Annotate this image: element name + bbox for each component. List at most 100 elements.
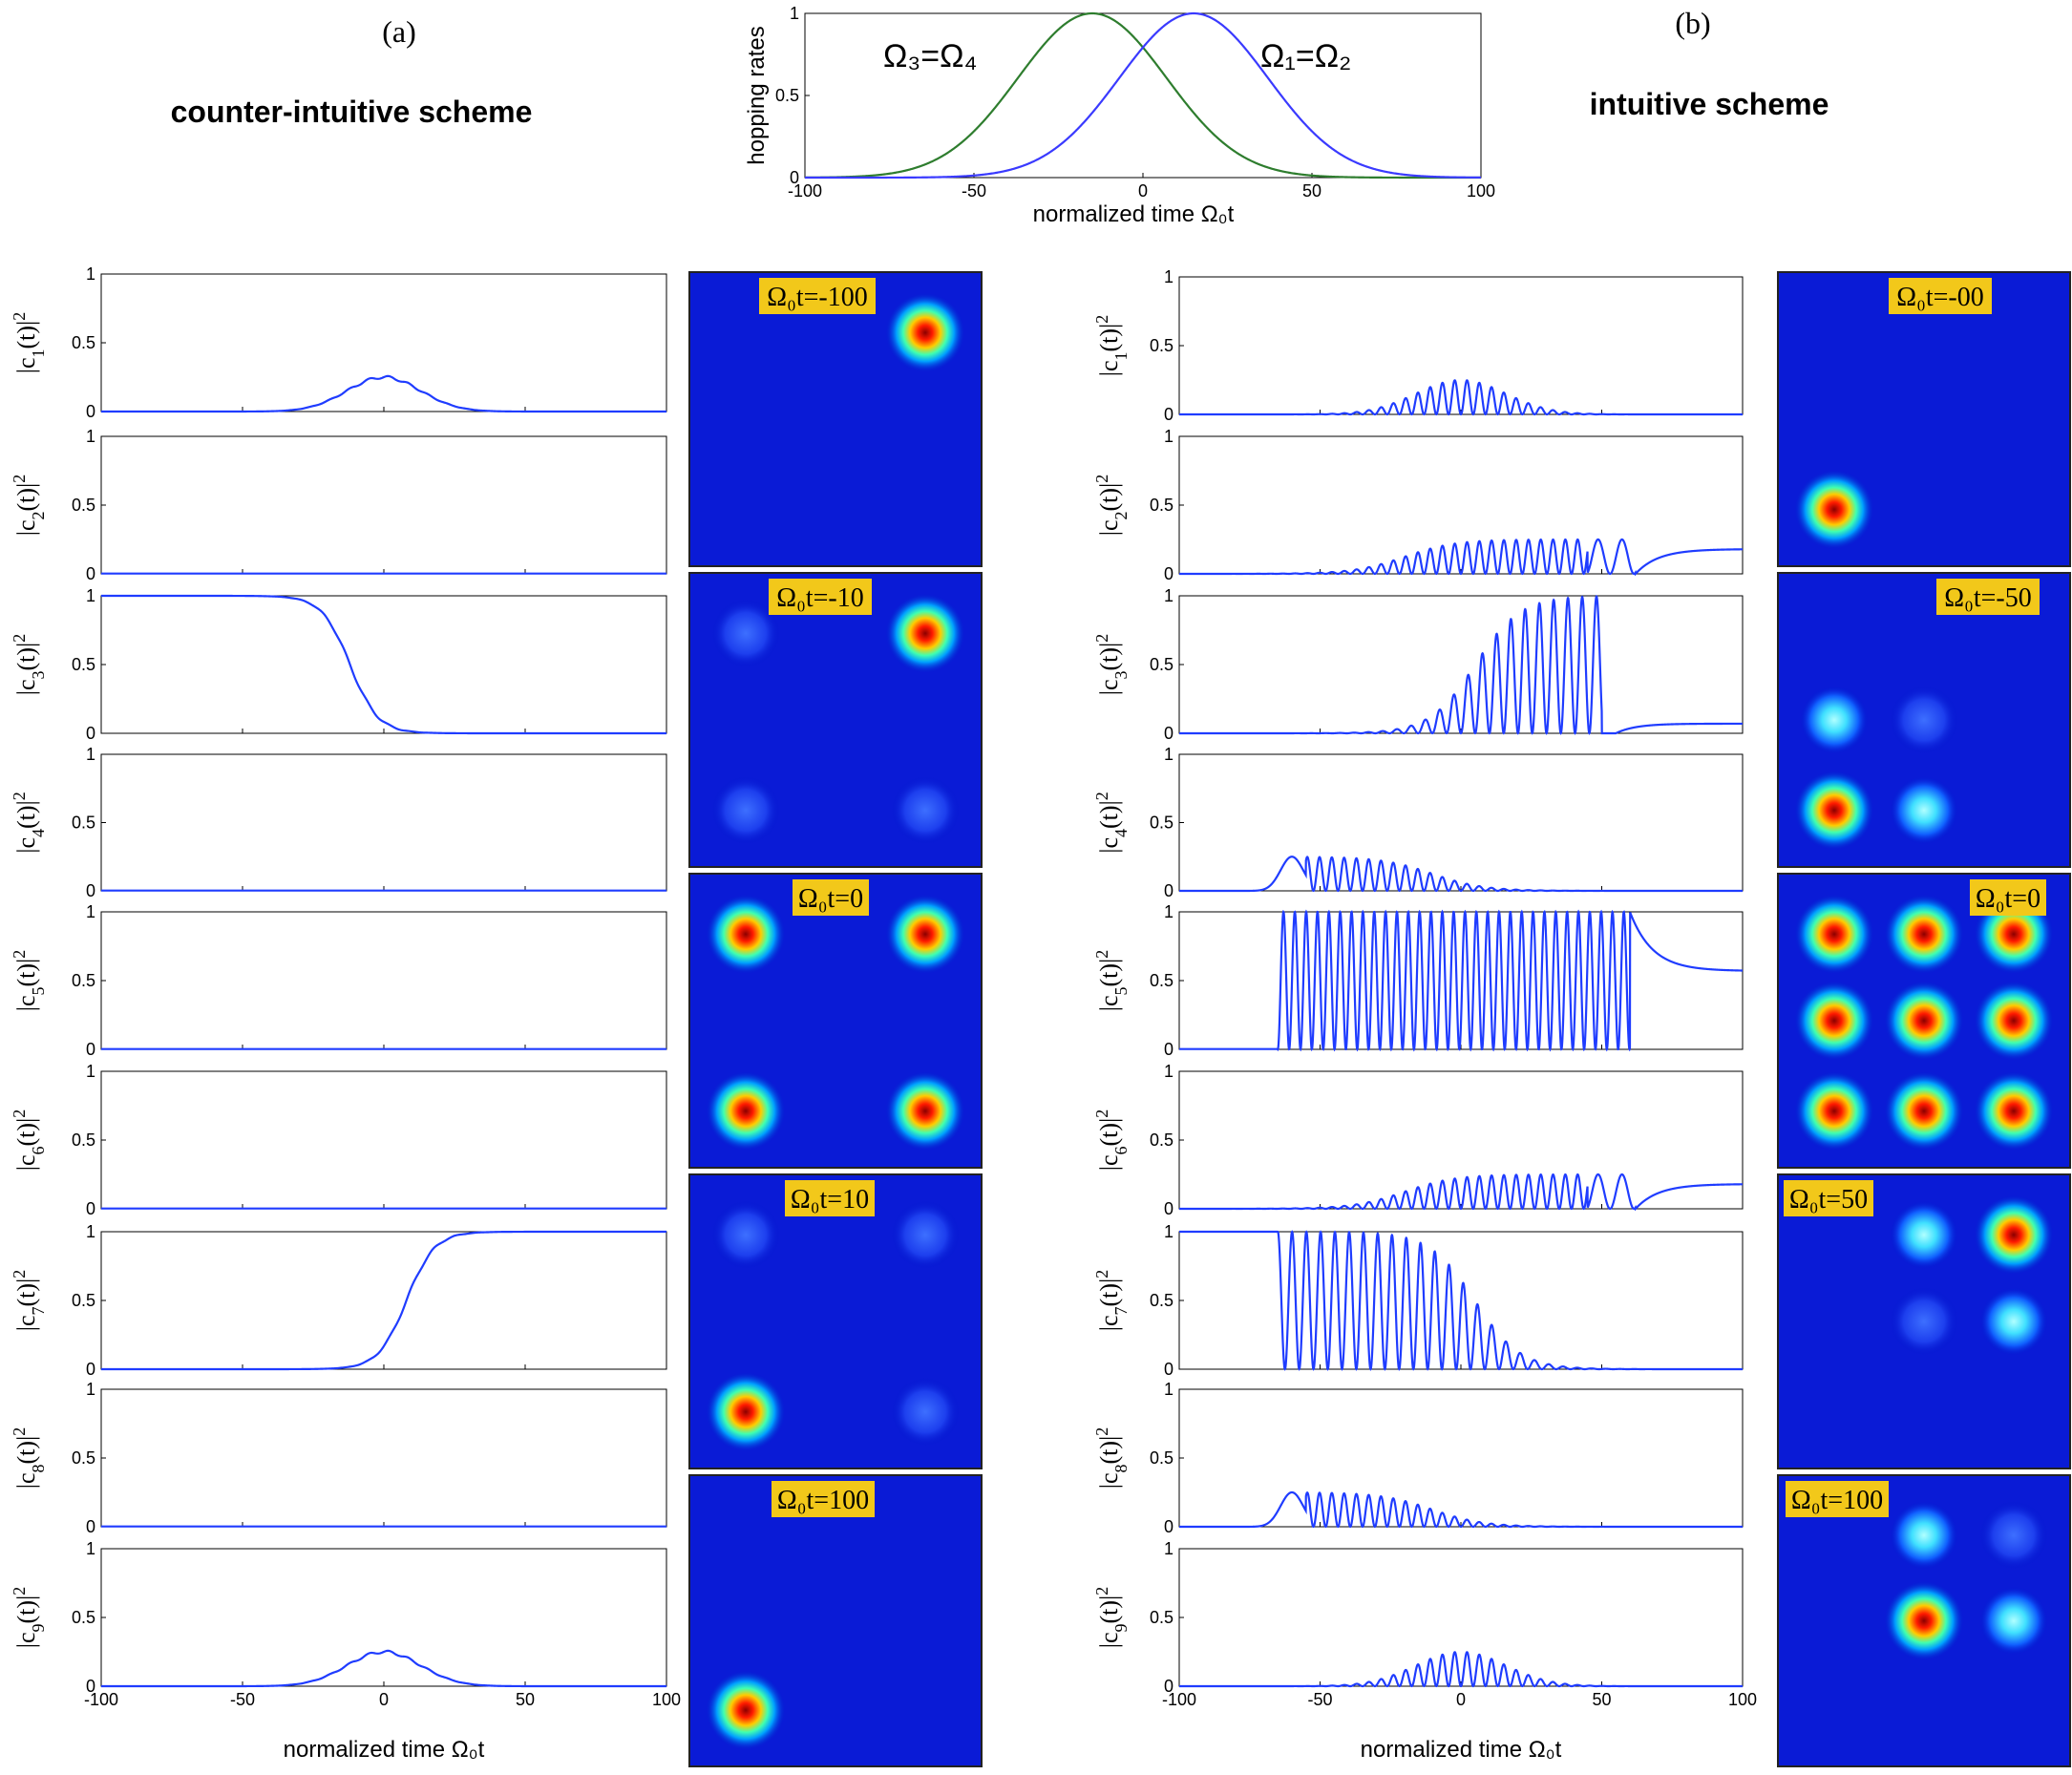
a-curve-c1 (101, 374, 666, 413)
b-plot-c9-ytick-label: 0.5 (1150, 1608, 1173, 1627)
top-ylabel: hopping rates (744, 26, 770, 164)
b-time-label: Ω₀t=-00 (1896, 283, 1983, 312)
b-plot-c6-ytick-label: 0 (1164, 1199, 1173, 1218)
b-density-spot (1890, 1287, 1958, 1356)
b-plot-c9-xtick-label: 100 (1728, 1690, 1757, 1709)
a-plot-c1-ytick-label: 1 (86, 264, 95, 284)
b-xlabel: normalized time Ω₀t (1361, 1737, 1562, 1763)
top-chart-ytick-label: 0 (790, 168, 799, 187)
a-time-badge (769, 579, 872, 615)
a-plot-c9-ytick-label: 0 (86, 1677, 95, 1696)
b-density-spot (1794, 894, 1874, 975)
a-plot-c3-frame (100, 595, 667, 734)
b-plot-c5-ytick-label: 0.5 (1150, 971, 1173, 990)
b-density-spot (1974, 1070, 2054, 1152)
b-plot-c1: 00.51 (1150, 267, 1744, 424)
b-plot-c2-ytick-label: 1 (1164, 427, 1173, 446)
a-ylabel-c4: |c4(t)|2 (10, 792, 48, 854)
a-plot-c8-ytick-label: 0.5 (72, 1448, 95, 1468)
top-chart-xtick-label: -100 (788, 181, 822, 201)
a-plot-c9-xtick-label: -50 (230, 1690, 255, 1709)
top-hopping-rates-chart: 0 0.5 1 -100 -50 0 50 100 hopping rates normalize… (744, 4, 1495, 227)
a-snapshot-4: Ω₀t=100 (688, 1474, 983, 1767)
top-xlabel: normalized time Ω₀t (1033, 201, 1235, 227)
a-curve-c9 (101, 1649, 666, 1688)
a-time-label: Ω₀t=-100 (767, 283, 867, 312)
a-plot-c9-xtick-label: 50 (516, 1690, 535, 1709)
b-plot-c3-frame (1178, 595, 1744, 734)
a-plot-c9-frame (100, 1548, 667, 1687)
a-time-badge (785, 1180, 875, 1216)
b-density-spot (1974, 981, 2054, 1061)
a-curve-c7 (101, 1230, 666, 1371)
b-ylabel-c3: |c3(t)|2 (1092, 634, 1131, 696)
b-plot-c7: 00.51 (1150, 1222, 1744, 1379)
a-plot-c8: 00.51 (72, 1380, 667, 1536)
b-time-label: Ω₀t=0 (1976, 884, 2040, 914)
a-plot-c5: 00.51 (72, 902, 667, 1059)
b-curve-c5 (1179, 909, 1743, 1052)
b-curve-c6 (1179, 1173, 1744, 1212)
panel-label-a: (a) (382, 14, 416, 49)
b-density-spot (1884, 981, 1964, 1061)
a-plot-c1-frame (100, 273, 667, 412)
b-plot-c9-frame (1178, 1548, 1744, 1687)
a-density-spot (885, 894, 965, 975)
panel-label-b: (b) (1675, 6, 1710, 40)
b-curve-c4 (1179, 856, 1743, 893)
top-chart-ytick-label: 0.5 (775, 86, 799, 105)
b-curve-c9 (1179, 1651, 1743, 1688)
a-ylabel-c5: |c5(t)|2 (10, 950, 48, 1012)
a-density-spot (885, 593, 965, 674)
a-plot-c4: 00.51 (72, 745, 667, 900)
b-plot-c3-ytick-label: 0.5 (1150, 655, 1173, 674)
a-plot-c4-ytick-label: 0.5 (72, 814, 95, 833)
b-plot-c5-ytick-label: 1 (1164, 902, 1173, 921)
b-plot-c3: 00.51 (1150, 586, 1744, 743)
b-density-spot (1794, 1070, 1874, 1152)
a-plot-c1-ytick-label: 0.5 (72, 333, 95, 352)
a-ylabel-c7: |c7(t)|2 (10, 1270, 48, 1332)
a-plot-c2-ytick-label: 1 (86, 427, 95, 446)
b-density-spot (1800, 686, 1869, 754)
b-density-spot (1974, 1194, 2054, 1276)
a-density-spot (891, 775, 960, 845)
a-plot-c7: 00.51 (72, 1222, 667, 1379)
a-plot-c9-ytick-label: 0.5 (72, 1608, 95, 1627)
a-plot-c3: 00.51 (72, 586, 667, 743)
b-plot-c4-ytick-label: 0 (1164, 881, 1173, 900)
b-plot-c2-ytick-label: 0.5 (1150, 496, 1173, 515)
b-snapshot-3: Ω₀t=50 (1777, 1173, 2071, 1469)
legend-omega12: Ω₁=Ω₂ (1260, 38, 1351, 74)
a-snapshot-0: Ω₀t=-100 (688, 271, 983, 567)
b-plot-c9-xtick-label: 0 (1456, 1690, 1466, 1709)
a-plot-c4-ytick-label: 1 (86, 745, 95, 764)
a-density-spot (706, 1070, 786, 1152)
legend-omega34: Ω₃=Ω₄ (883, 38, 977, 74)
b-plot-c3-ytick-label: 0 (1164, 724, 1173, 743)
series-line-omega12 (805, 11, 1481, 180)
a-ylabel-c9: |c9(t)|2 (10, 1587, 48, 1649)
b-curve-c2 (1179, 538, 1744, 577)
b-density-spot (1890, 1500, 1958, 1570)
b-density-spot (1890, 1200, 1958, 1270)
a-plot-c2-ytick-label: 0 (86, 564, 95, 583)
b-plot-c4-frame (1178, 753, 1744, 892)
b-time-badge (1936, 579, 2040, 615)
b-plot-c4-ytick-label: 0.5 (1150, 814, 1173, 833)
a-ylabel-c1: |c1(t)|2 (10, 312, 48, 374)
a-density-spot (885, 1070, 965, 1152)
b-plot-c6-ytick-label: 1 (1164, 1062, 1173, 1081)
b-density-spot (1979, 1500, 2048, 1570)
a-snapshot-1: Ω₀t=-10 (688, 572, 983, 868)
b-curve-c8 (1179, 1490, 1743, 1529)
b-plot-c1-frame (1178, 276, 1744, 415)
b-plot-c9-ytick-label: 1 (1164, 1539, 1173, 1558)
b-curve-c7 (1179, 1230, 1743, 1371)
b-plot-c4-ytick-label: 1 (1164, 745, 1173, 764)
b-ylabel-c9: |c9(t)|2 (1092, 1587, 1131, 1649)
b-snapshot-0: Ω₀t=-00 (1777, 271, 2071, 567)
top-chart-xtick-label: 50 (1302, 181, 1321, 201)
b-plot-c8-ytick-label: 0 (1164, 1517, 1173, 1536)
b-density-spot (1794, 770, 1874, 851)
